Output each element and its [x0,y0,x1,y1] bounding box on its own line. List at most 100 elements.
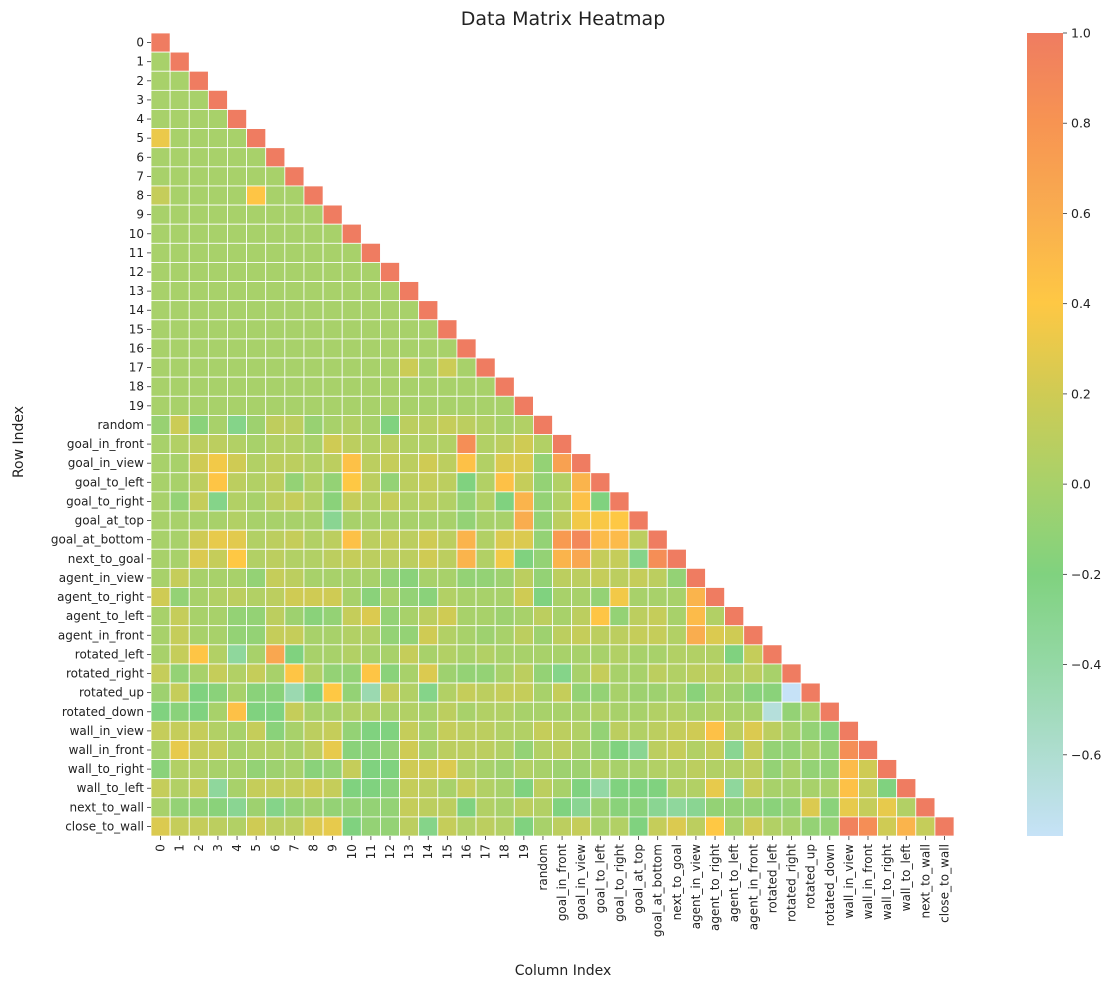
heatmap-cell [666,682,687,703]
heatmap-cell [380,338,400,359]
heatmap-cell [724,740,745,760]
heatmap-cell [705,606,725,627]
heatmap-cell [437,663,458,684]
heatmap-cell [590,625,611,646]
heatmap-cell [380,434,400,455]
heatmap-cell [724,625,745,646]
heatmap-cell [169,548,190,569]
x-tick-label: 4 [230,844,244,852]
heatmap-cell [265,816,286,837]
heatmap-cell [360,376,381,397]
heatmap-cell [360,357,381,378]
heatmap-cell [322,338,343,359]
heatmap-cell [246,472,267,493]
heatmap-cell [207,778,228,799]
heatmap-cell [322,644,343,665]
heatmap-cell [513,510,534,531]
heatmap-cell [341,242,362,263]
heatmap-cell [207,720,228,741]
heatmap-cell [303,338,324,359]
heatmap-cell [475,472,496,493]
heatmap-cell [437,682,458,703]
heatmap-cell [207,395,228,416]
heatmap-cell [360,567,381,588]
heatmap-cell [513,740,534,760]
heatmap-cell [227,720,247,741]
heatmap-cell [360,720,381,741]
heatmap-cell [246,185,267,206]
heatmap-cell [590,472,611,493]
heatmap-cell [571,510,592,531]
heatmap-cell [418,472,439,493]
heatmap-cell [207,453,228,474]
heatmap-cell [380,357,400,378]
heatmap-cell [150,453,171,474]
heatmap-cell [781,740,802,760]
heatmap-cell [380,262,400,282]
colorbar-tick-label: −0.6 [1071,747,1101,762]
heatmap-cell [437,567,458,588]
y-tick-label: 6 [136,150,144,164]
x-tick-label: 15 [440,844,454,859]
x-tick-label: wall_to_right [880,844,894,920]
heatmap-cell [666,625,687,646]
heatmap-cell [265,759,286,780]
heatmap-cell [150,204,171,225]
heatmap-cell [380,701,400,722]
heatmap-cell [666,797,687,818]
heatmap-cell [169,242,190,263]
heatmap-cell [246,262,267,282]
x-tick-label: 16 [459,844,473,859]
heatmap-cell [360,740,381,760]
heatmap-cell [647,548,668,569]
heatmap-cell [724,759,745,780]
heatmap-cell [360,281,381,302]
y-tick-label: 5 [136,131,144,145]
heatmap-cell [609,682,630,703]
heatmap-cell [207,204,228,225]
heatmap-cell [284,778,305,799]
heatmap-cell [380,625,400,646]
heatmap-cell [246,720,267,741]
heatmap-cell [150,472,171,493]
heatmap-cell [207,816,228,837]
heatmap-cell [456,759,477,780]
x-tick-label: rotated_up [804,844,818,909]
heatmap-cell [418,567,439,588]
heatmap-cell [475,395,496,416]
heatmap-cell [705,720,725,741]
heatmap-cell [475,491,496,512]
heatmap-cell [571,644,592,665]
heatmap-cell [322,376,343,397]
heatmap-cell [265,720,286,741]
heatmap-cell [494,414,515,435]
heatmap-cell [513,663,534,684]
heatmap-cell [705,778,725,799]
heatmap-cell [188,644,209,665]
heatmap-cell [169,166,190,187]
heatmap-cell [380,682,400,703]
y-tick-label: goal_to_right [66,494,144,508]
heatmap-cell [380,529,400,550]
heatmap-cell [303,300,324,321]
heatmap-cell [743,682,764,703]
heatmap-cell [207,109,228,130]
heatmap-cell [303,491,324,512]
heatmap-cell [265,357,286,378]
heatmap-cell [552,682,573,703]
x-tick-label: goal_to_right [612,844,626,922]
heatmap-cell [246,625,267,646]
heatmap-cell [456,567,477,588]
heatmap-cell [303,759,324,780]
heatmap-cell [284,759,305,780]
heatmap-cell [590,778,611,799]
heatmap-cell [322,701,343,722]
heatmap-cell [571,548,592,569]
heatmap-cell [437,644,458,665]
heatmap-cell [207,587,228,607]
heatmap-cell [513,701,534,722]
heatmap-cell [169,128,190,149]
heatmap-cell [322,567,343,588]
heatmap-cell [284,606,305,627]
heatmap-cell [437,357,458,378]
